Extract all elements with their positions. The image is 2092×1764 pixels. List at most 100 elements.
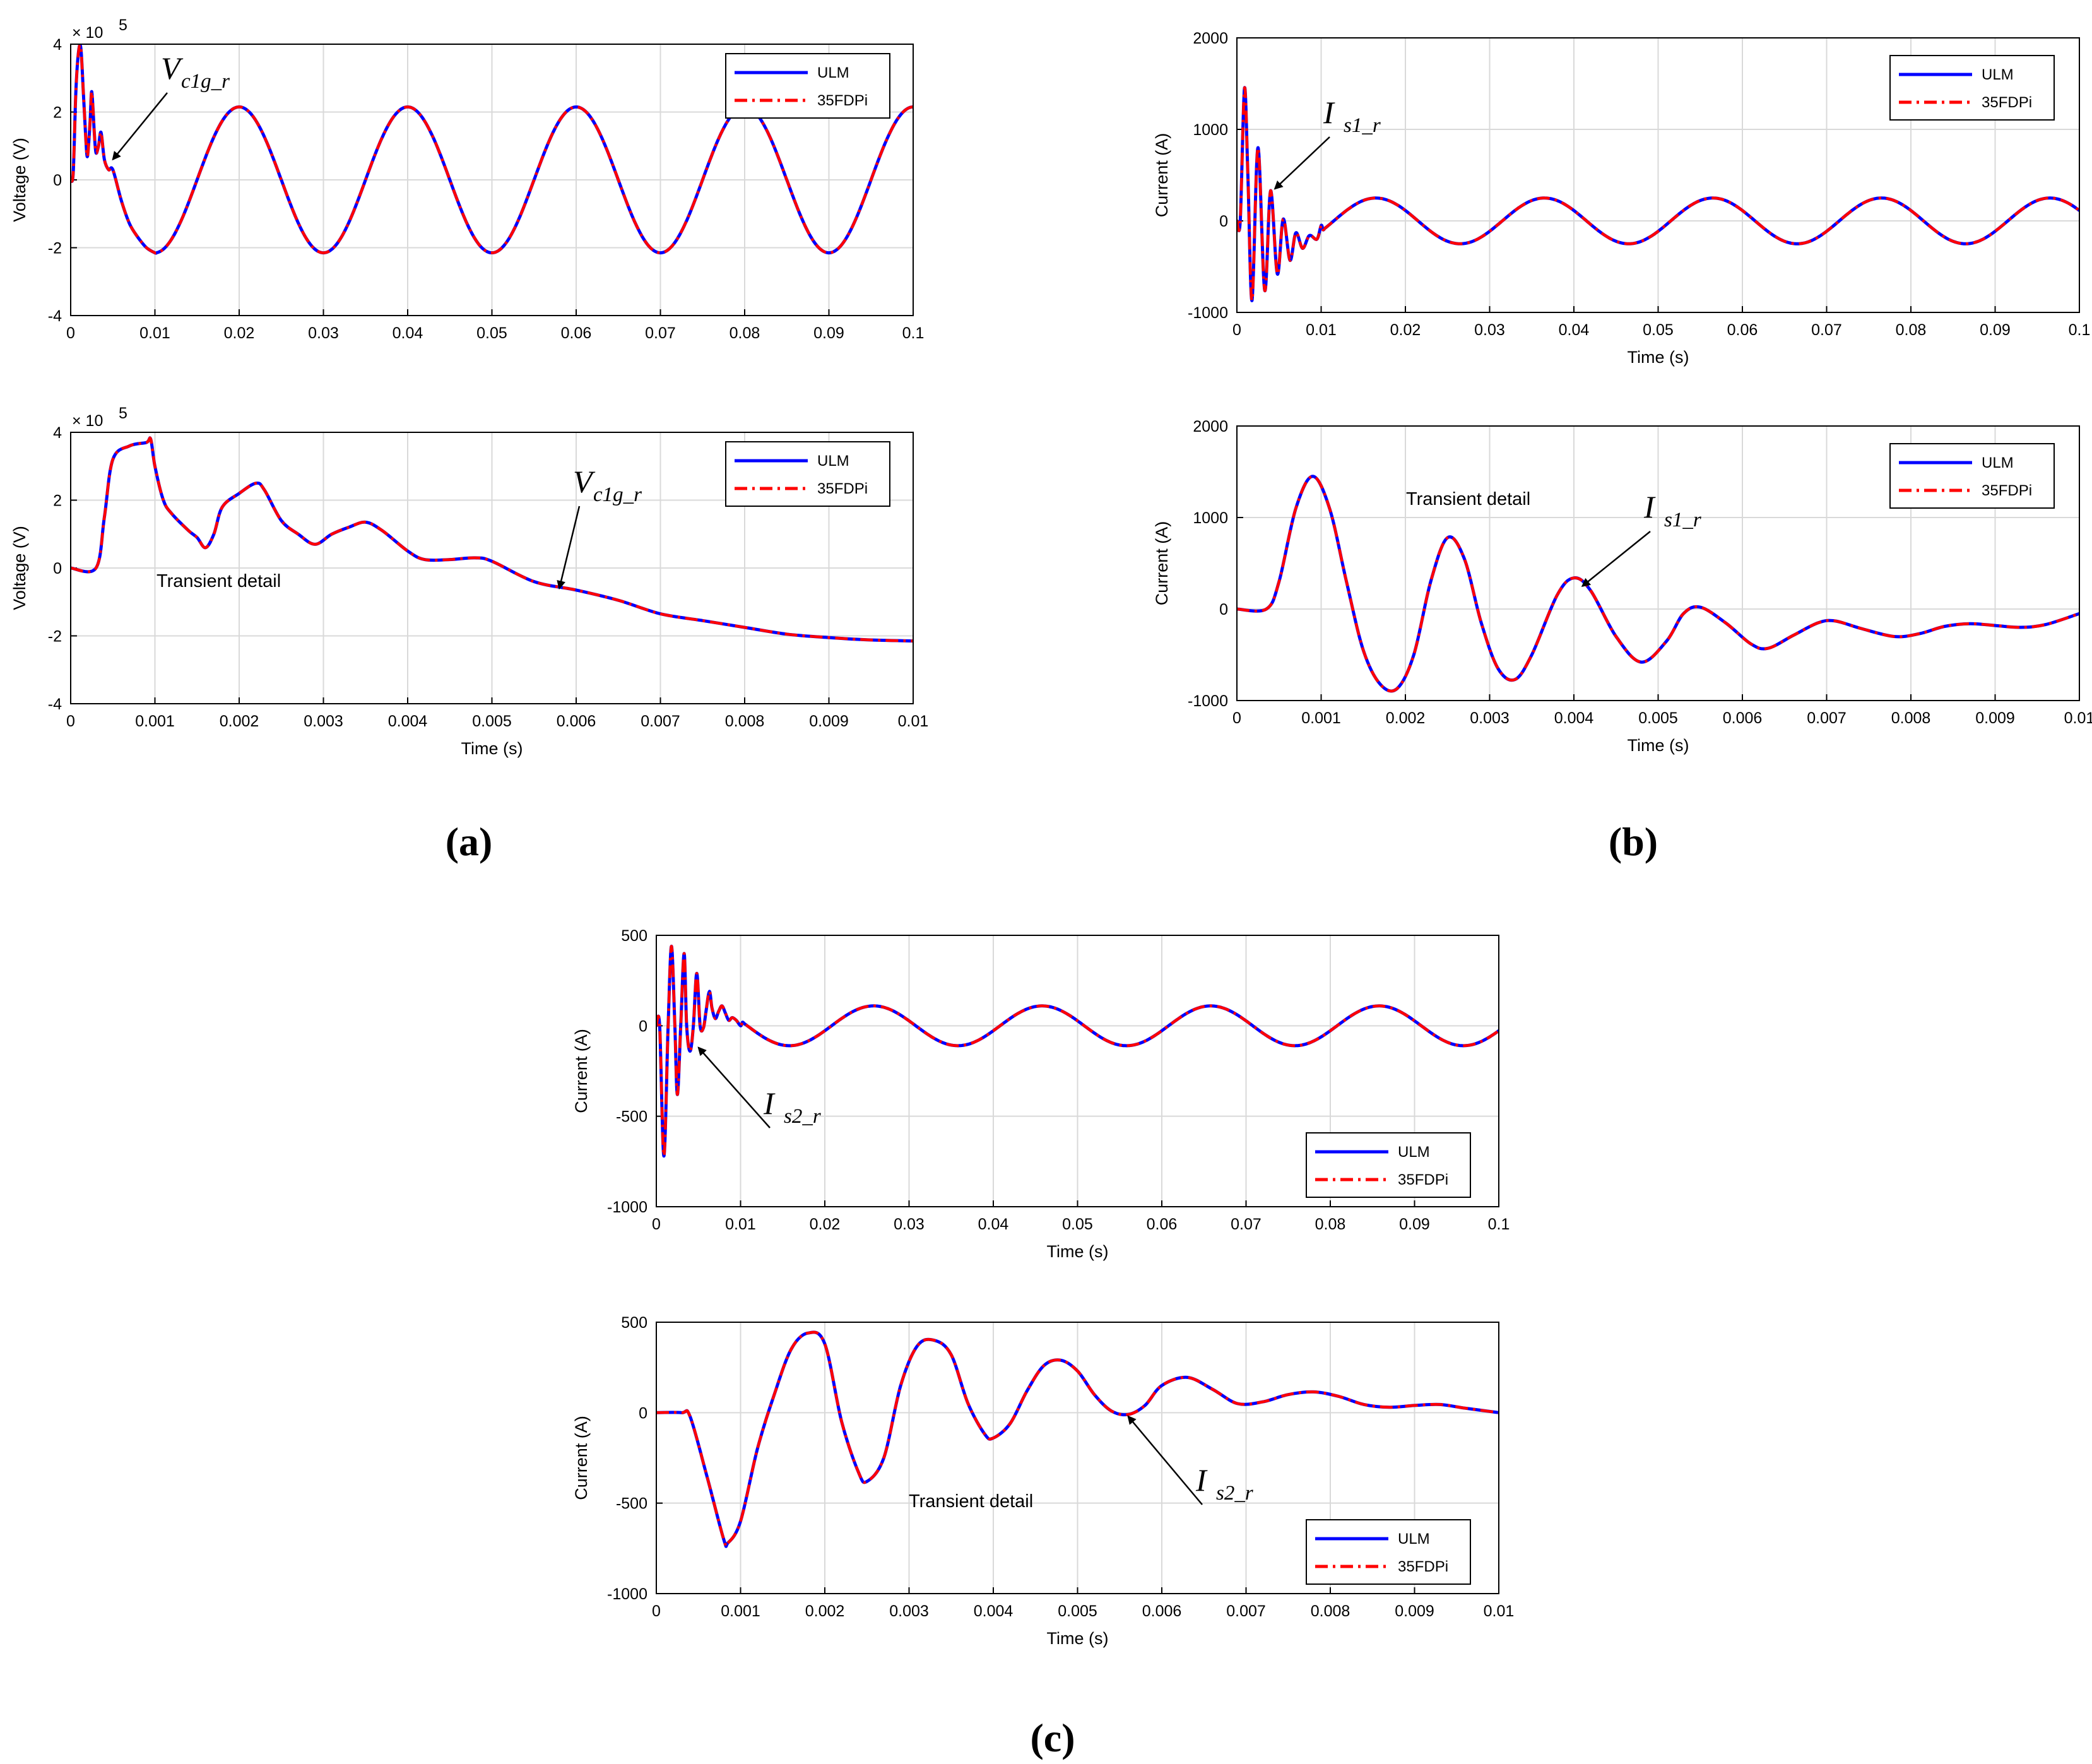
- x-tick-label: 0.09: [1399, 1216, 1430, 1233]
- annotation-subscript: c1g_r: [593, 483, 642, 506]
- x-tick-label: 0.001: [721, 1602, 760, 1620]
- legend-label-ulm: ULM: [1398, 1530, 1430, 1548]
- annotation-subscript: s1_r: [1664, 509, 1701, 531]
- legend-box: [1306, 1132, 1471, 1198]
- x-tick-label: 0.007: [641, 713, 680, 730]
- y-exponent-label: × 10: [72, 412, 103, 430]
- x-tick-label: 0.01: [725, 1216, 756, 1233]
- series-line-35fdpi: [1237, 86, 2079, 302]
- x-tick-label: 0.07: [1231, 1216, 1262, 1233]
- y-axis-label: Voltage (V): [10, 526, 29, 610]
- x-tick-label: 0.008: [1311, 1602, 1350, 1620]
- charts-layer: 0 0.01 0.02 0.03 0.04 0.05 0.06 0.07 0.08 0.09 0.1…: [10, 16, 2092, 1648]
- chart-a-top: 0 0.01 0.02 0.03 0.04 0.05 0.06 0.07 0.08 0.09 0.1…: [10, 16, 924, 342]
- x-tick-label: 0.1: [2069, 321, 2091, 339]
- transient-detail-label: Transient detail: [157, 571, 281, 591]
- y-tick-label: 0: [1219, 213, 1228, 230]
- legend-label-ulm: ULM: [1982, 66, 2014, 83]
- x-tick-label: 0.006: [1142, 1602, 1182, 1620]
- y-tick-label: 2000: [1193, 418, 1228, 435]
- legend-label-ulm: ULM: [817, 64, 849, 81]
- series-group: [1237, 86, 2079, 302]
- x-tick-label: 0.009: [809, 713, 849, 730]
- x-tick-label: 0: [652, 1216, 661, 1233]
- axes-frame: [656, 1322, 1499, 1594]
- x-tick-label: 0.03: [1474, 321, 1505, 339]
- legend: ULM 35FDPi: [1889, 55, 2055, 121]
- legend: ULM 35FDPi: [1306, 1519, 1471, 1585]
- chart-c-top: 0 0.01 0.02 0.03 0.04 0.05 0.06 0.07 0.08 0.09 0.1…: [572, 927, 1510, 1261]
- x-tick-label: 0.006: [1723, 709, 1763, 727]
- legend-label-35fdpi: 35FDPi: [817, 480, 868, 497]
- series-group: [656, 944, 1499, 1158]
- legend-label-35fdpi: 35FDPi: [1982, 94, 2032, 111]
- x-tick-label: 0.06: [561, 324, 592, 342]
- legend-box: [725, 53, 890, 119]
- x-tick-label: 0: [1232, 709, 1241, 727]
- x-tick-label: 0.02: [1390, 321, 1421, 339]
- x-tick-label: 0.003: [304, 713, 343, 730]
- annotation-symbol: V: [573, 464, 596, 499]
- annotation-symbol: I: [763, 1086, 776, 1121]
- x-tick-label: 0.005: [1638, 709, 1678, 727]
- y-tick-label: 0: [1219, 601, 1228, 619]
- annotation-subscript: s1_r: [1344, 114, 1381, 137]
- x-tick-label: 0.006: [557, 713, 596, 730]
- x-tick-label: 0.05: [1643, 321, 1674, 339]
- annotation-arrow: [557, 506, 581, 590]
- y-tick-label: 2: [53, 104, 62, 122]
- legend-label-ulm: ULM: [817, 453, 849, 470]
- x-tick-label: 0.008: [725, 713, 765, 730]
- y-exponent-label: × 10: [72, 24, 103, 42]
- x-tick-label: 0: [652, 1602, 661, 1620]
- y-tick-label: -500: [616, 1495, 647, 1513]
- x-tick-label: 0.05: [476, 324, 507, 342]
- legend: ULM 35FDPi: [1889, 443, 2055, 509]
- y-tick-label: 1000: [1193, 509, 1228, 527]
- y-tick-label: 1000: [1193, 121, 1228, 139]
- annotation-subscript: c1g_r: [181, 70, 230, 93]
- x-tick-label: 0.08: [730, 324, 760, 342]
- x-tick-label: 0.02: [224, 324, 255, 342]
- y-axis-label: Current (A): [572, 1416, 591, 1500]
- x-tick-label: 0.09: [1980, 321, 2011, 339]
- x-tick-label: 0.005: [1058, 1602, 1097, 1620]
- series-line-35fdpi: [71, 44, 913, 255]
- legend: ULM 35FDPi: [725, 53, 890, 119]
- legend-label-35fdpi: 35FDPi: [817, 92, 868, 109]
- chart-b-top: 0 0.01 0.02 0.03 0.04 0.05 0.06 0.07 0.08 0.09 0.1…: [1152, 30, 2090, 367]
- y-tick-label: -4: [48, 307, 62, 325]
- x-axis-label: Time (s): [1628, 348, 1689, 367]
- x-tick-label: 0.007: [1807, 709, 1847, 727]
- y-axis-label: Voltage (V): [10, 138, 29, 222]
- y-tick-label: 4: [53, 36, 62, 54]
- legend-box: [1889, 443, 2055, 509]
- x-tick-label: 0.005: [472, 713, 512, 730]
- x-tick-label: 0.002: [220, 713, 259, 730]
- x-tick-label: 0.009: [1395, 1602, 1434, 1620]
- legend-box: [1306, 1519, 1471, 1585]
- y-tick-label: 2000: [1193, 30, 1228, 47]
- y-tick-label: -2: [48, 240, 62, 257]
- y-tick-label: -1000: [1188, 692, 1228, 710]
- y-exponent-power: 5: [119, 405, 127, 422]
- annotation-symbol: I: [1643, 489, 1656, 524]
- axes-frame: [1236, 37, 2080, 313]
- series-line-35fdpi: [1237, 475, 2079, 693]
- x-tick-label: 0.001: [135, 713, 175, 730]
- axes-frame: [70, 432, 914, 704]
- series-group: [71, 44, 913, 255]
- series-group: [71, 436, 913, 643]
- x-tick-label: 0: [66, 324, 75, 342]
- annotation-arrow: [112, 92, 168, 161]
- x-tick-label: 0.04: [393, 324, 423, 342]
- x-tick-label: 0.1: [1488, 1216, 1510, 1233]
- x-tick-label: 0.004: [388, 713, 428, 730]
- x-tick-label: 0.01: [1484, 1602, 1515, 1620]
- y-axis-label: Current (A): [572, 1029, 591, 1113]
- x-axis-label: Time (s): [461, 739, 523, 758]
- chart-a-bottom: 0 0.001 0.002 0.003 0.004 0.005 0.006 0.007 0.00…: [10, 405, 928, 758]
- legend-label-ulm: ULM: [1398, 1144, 1430, 1161]
- annotation-symbol: I: [1195, 1462, 1208, 1498]
